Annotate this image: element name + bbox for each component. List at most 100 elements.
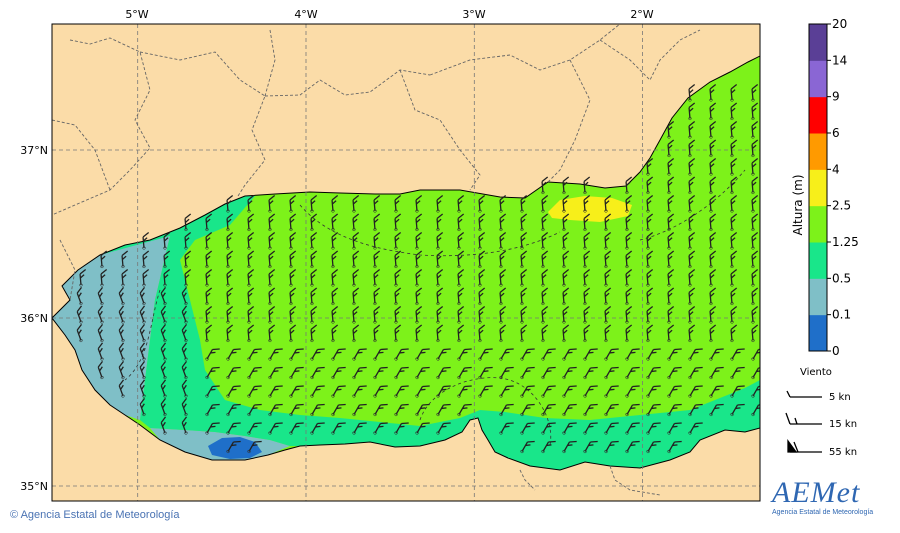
wind-barb bbox=[181, 397, 188, 417]
wind-barb bbox=[352, 287, 360, 306]
wind-barb bbox=[394, 366, 409, 380]
wind-barb bbox=[520, 385, 535, 398]
wind-barb bbox=[478, 324, 486, 343]
zone-contour bbox=[124, 289, 161, 381]
wind-barb bbox=[268, 287, 276, 306]
wind-barb bbox=[751, 287, 759, 306]
wind-barb bbox=[562, 403, 577, 417]
wind-barb bbox=[667, 348, 682, 361]
wind-barb bbox=[436, 403, 451, 417]
wind-barb bbox=[247, 213, 255, 232]
lat-label-37n: 37°N bbox=[20, 144, 48, 157]
wind-barb bbox=[478, 366, 493, 380]
wind-barb bbox=[625, 195, 633, 213]
sea-zone-below-0-1 bbox=[208, 437, 262, 459]
wind-barb bbox=[247, 324, 255, 343]
wind-barb bbox=[688, 102, 696, 121]
wind-barb bbox=[625, 385, 640, 398]
wind-barb bbox=[184, 232, 192, 250]
border-line bbox=[599, 29, 701, 81]
wind-barb bbox=[751, 232, 759, 250]
colorbar-swatch bbox=[809, 169, 827, 207]
wind-barb bbox=[709, 139, 717, 158]
wind-barb bbox=[499, 213, 507, 232]
wind-barb bbox=[436, 348, 451, 361]
wind-legend: Viento 5 kn 15 kn 55 kn bbox=[785, 367, 857, 458]
wind-barb bbox=[331, 195, 339, 213]
wind-barb bbox=[205, 324, 213, 343]
wind-barb bbox=[751, 250, 759, 269]
wind-barb bbox=[310, 269, 318, 287]
wind-barb bbox=[76, 286, 83, 306]
wind-barb bbox=[499, 348, 514, 361]
wind-barb bbox=[331, 403, 346, 417]
wind-barb bbox=[247, 348, 262, 361]
wind-barb bbox=[520, 348, 535, 361]
wind-barb bbox=[160, 379, 167, 398]
wind-barb bbox=[667, 269, 675, 287]
wind-barb bbox=[520, 306, 528, 324]
wind-barb bbox=[709, 250, 717, 269]
wind-barb bbox=[709, 102, 717, 121]
wind-barb bbox=[394, 348, 409, 361]
wind-barb bbox=[751, 84, 759, 102]
wind-barb bbox=[226, 324, 234, 343]
wind-barb bbox=[118, 323, 125, 343]
wind-barb bbox=[730, 306, 738, 324]
wind-barb bbox=[226, 232, 234, 250]
wind-barb bbox=[709, 348, 724, 361]
wind-barb bbox=[373, 348, 388, 361]
wind-barb bbox=[562, 366, 577, 380]
wind-barb bbox=[160, 397, 167, 417]
wind-barb bbox=[181, 342, 188, 361]
wind-barb bbox=[730, 385, 745, 398]
wind-barb bbox=[415, 250, 423, 269]
wind-barb bbox=[436, 287, 444, 306]
wind-barb bbox=[541, 422, 556, 435]
wind-barb bbox=[139, 342, 146, 361]
wind-barb bbox=[730, 176, 738, 195]
wind-barb bbox=[373, 269, 381, 287]
wind-barb bbox=[268, 385, 283, 398]
wind-barb bbox=[247, 195, 255, 213]
wind-barb bbox=[709, 306, 717, 324]
wind-barb bbox=[667, 213, 675, 232]
wind-barb bbox=[709, 121, 717, 139]
wind-barb bbox=[205, 213, 213, 232]
wind-barb bbox=[541, 287, 549, 306]
wind-barb bbox=[688, 121, 696, 139]
wind-barb bbox=[268, 232, 276, 250]
wind-barb bbox=[142, 250, 150, 269]
wind-barb bbox=[583, 385, 598, 398]
wind-barb bbox=[247, 287, 255, 306]
wind-barb bbox=[373, 385, 388, 398]
wind-barb bbox=[226, 269, 234, 287]
wind-barb bbox=[583, 324, 591, 343]
wind-barb bbox=[247, 440, 262, 454]
wind-barb bbox=[730, 195, 738, 213]
wind-barb bbox=[121, 269, 129, 287]
wind-barb bbox=[226, 306, 234, 324]
wind-barb bbox=[583, 250, 591, 269]
wind-barb bbox=[436, 366, 451, 380]
wind-barb bbox=[541, 176, 549, 195]
wind-barb bbox=[520, 269, 528, 287]
wind-barb bbox=[373, 324, 381, 343]
wind-barb bbox=[76, 323, 83, 343]
wind-barb bbox=[646, 250, 654, 269]
wind-barb bbox=[751, 269, 759, 287]
colorbar-label: 0 bbox=[832, 344, 840, 358]
wind-barb bbox=[478, 306, 486, 324]
sea-region bbox=[52, 56, 760, 470]
wind-barb bbox=[268, 324, 276, 343]
wind-barb bbox=[730, 139, 738, 158]
wind-barb bbox=[646, 366, 661, 380]
coastline bbox=[52, 55, 760, 471]
wind-barb bbox=[709, 84, 717, 102]
border-line bbox=[59, 239, 76, 301]
wind-barb bbox=[373, 287, 381, 306]
wind-barb bbox=[247, 385, 262, 398]
colorbar-swatch bbox=[809, 242, 827, 279]
wind-barb bbox=[436, 306, 444, 324]
wind-barb bbox=[709, 158, 717, 176]
